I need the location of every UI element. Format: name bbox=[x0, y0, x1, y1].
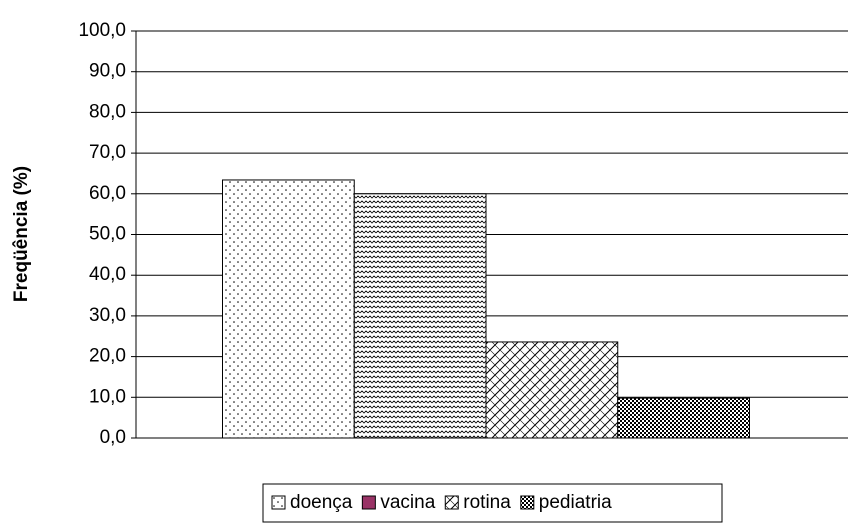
y-tick-label: 40,0 bbox=[89, 264, 126, 285]
y-tick-label: 20,0 bbox=[89, 346, 126, 367]
legend-swatch bbox=[520, 495, 535, 510]
y-axis-label: Freqüência (%) bbox=[11, 166, 32, 302]
y-tick-label: 50,0 bbox=[89, 224, 126, 245]
y-tick-label: 10,0 bbox=[89, 386, 126, 407]
y-tick-label: 90,0 bbox=[89, 61, 126, 82]
legend-label: vacina bbox=[380, 492, 435, 513]
y-tick-label: 60,0 bbox=[89, 183, 126, 204]
legend-swatch bbox=[271, 495, 286, 510]
legend-swatch bbox=[444, 495, 459, 510]
y-tick-label: 0,0 bbox=[100, 427, 126, 448]
bar bbox=[485, 341, 619, 439]
legend-label: pediatria bbox=[539, 492, 612, 513]
legend-swatch bbox=[361, 495, 376, 510]
legend-label: rotina bbox=[463, 492, 511, 513]
bar bbox=[617, 397, 750, 439]
y-tick-label: 100,0 bbox=[78, 20, 126, 41]
bar bbox=[353, 193, 487, 439]
bar bbox=[222, 179, 355, 439]
y-tick-label: 80,0 bbox=[89, 101, 126, 122]
y-tick-label: 30,0 bbox=[89, 305, 126, 326]
legend bbox=[262, 483, 723, 523]
y-tick-label: 70,0 bbox=[89, 142, 126, 163]
legend-label: doença bbox=[290, 492, 353, 513]
